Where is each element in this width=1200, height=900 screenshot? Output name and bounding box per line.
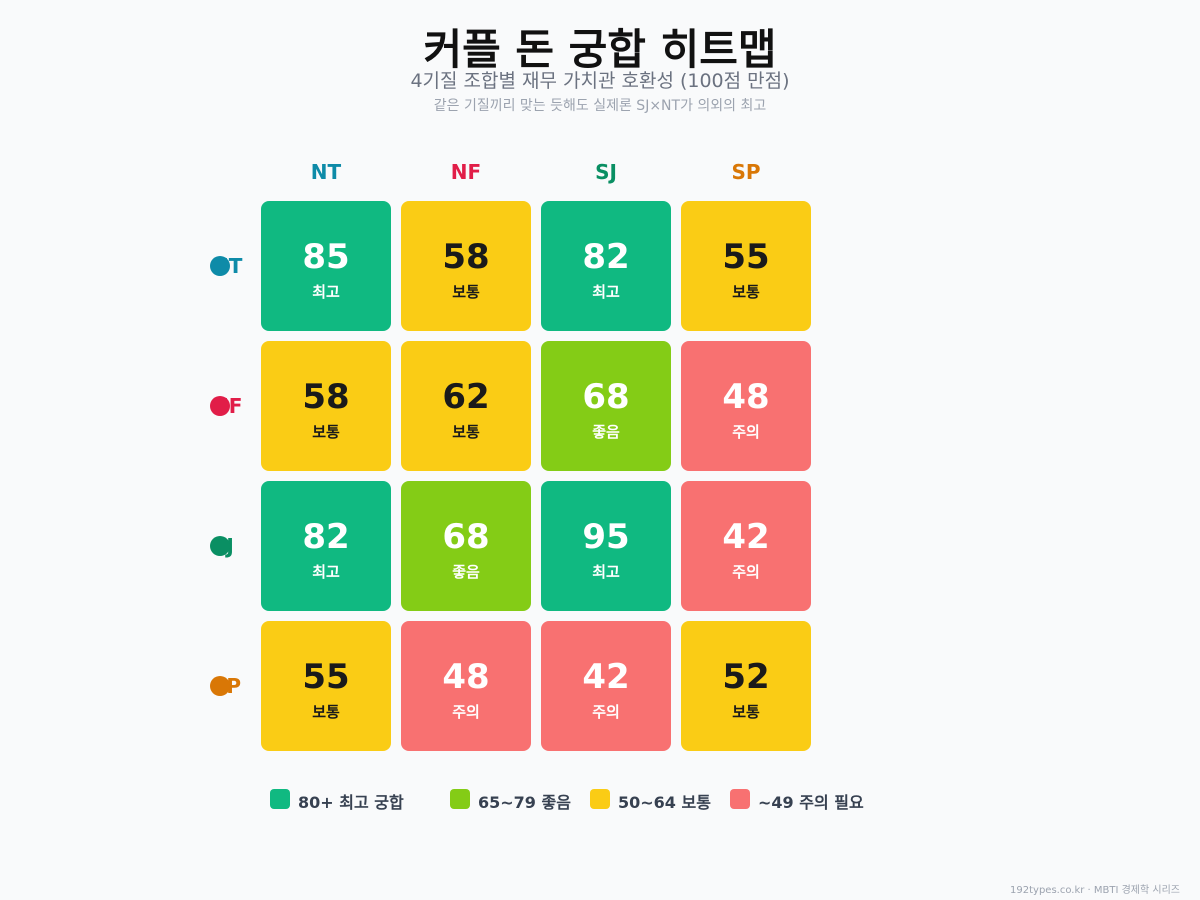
chart-title: 커플 돈 궁합 히트맵: [423, 25, 777, 74]
cell-value: 52: [722, 657, 770, 697]
cell-level-label: 보통: [312, 423, 340, 441]
cell-value: 95: [582, 517, 630, 557]
row-label-nt: NT: [200, 251, 250, 281]
column-label-sj: SJ: [595, 160, 617, 184]
cell-value: 42: [582, 657, 630, 697]
cell-value: 62: [442, 377, 490, 417]
cell-level-label: 최고: [592, 283, 620, 301]
row-label-sj: SJ: [200, 531, 250, 561]
row-color-dot: [210, 536, 230, 556]
legend-swatch: [450, 789, 470, 809]
row-label-nf: NF: [200, 391, 250, 421]
cell-value: 82: [582, 237, 630, 277]
legend-swatch: [270, 789, 290, 809]
cell-value: 48: [442, 657, 490, 697]
heatmap-cell-sj-nt: 82 최고: [261, 481, 391, 611]
cell-level-label: 주의: [732, 563, 760, 581]
cell-level-label: 주의: [732, 423, 760, 441]
heatmap-cell-sp-nf: 48 주의: [401, 621, 531, 751]
heatmap-cell-sj-nf: 68 좋음: [401, 481, 531, 611]
legend-swatch: [730, 789, 750, 809]
column-label-sp: SP: [731, 160, 761, 184]
row-color-dot: [210, 396, 230, 416]
heatmap-cell-sj-sj: 95 최고: [541, 481, 671, 611]
cell-level-label: 보통: [732, 703, 760, 721]
heatmap-cell-nf-nf: 62 보통: [401, 341, 531, 471]
heatmap-cell-sp-sp: 52 보통: [681, 621, 811, 751]
legend-label: 80+ 최고 궁합: [298, 793, 404, 812]
cell-value: 82: [302, 517, 350, 557]
cell-value: 55: [722, 237, 770, 277]
cell-level-label: 보통: [312, 703, 340, 721]
cell-level-label: 주의: [452, 703, 480, 721]
cell-value: 48: [722, 377, 770, 417]
cell-level-label: 최고: [592, 563, 620, 581]
row-color-dot: [210, 676, 230, 696]
legend-swatch: [590, 789, 610, 809]
legend-label: 50~64 보통: [618, 793, 711, 812]
column-label-nt: NT: [310, 160, 342, 184]
heatmap-cell-nf-nt: 58 보통: [261, 341, 391, 471]
legend-label: 65~79 좋음: [478, 793, 571, 812]
heatmap-cell-nf-sj: 68 좋음: [541, 341, 671, 471]
heatmap-cell-nt-nf: 58 보통: [401, 201, 531, 331]
cell-level-label: 최고: [312, 283, 340, 301]
heatmap-cell-sj-sp: 42 주의: [681, 481, 811, 611]
heatmap-cell-sp-nt: 55 보통: [261, 621, 391, 751]
cell-value: 85: [302, 237, 350, 277]
heatmap-cell-nt-sj: 82 최고: [541, 201, 671, 331]
cell-level-label: 보통: [452, 423, 480, 441]
cell-value: 58: [442, 237, 490, 277]
heatmap-cell-nf-sp: 48 주의: [681, 341, 811, 471]
cell-value: 68: [582, 377, 630, 417]
legend-label: ~49 주의 필요: [758, 793, 864, 812]
cell-level-label: 보통: [732, 283, 760, 301]
cell-level-label: 좋음: [452, 563, 480, 581]
cell-value: 58: [302, 377, 350, 417]
cell-level-label: 주의: [592, 703, 620, 721]
row-label-sp: SP: [200, 671, 250, 701]
chart-note: 같은 기질끼리 맞는 듯해도 실제론 SJ×NT가 의외의 최고: [433, 98, 767, 114]
row-color-dot: [210, 256, 230, 276]
cell-value: 42: [722, 517, 770, 557]
chart-subtitle: 4기질 조합별 재무 가치관 호환성 (100점 만점): [410, 70, 790, 92]
footer-credit: 192types.co.kr · MBTI 경제학 시리즈: [1010, 885, 1180, 896]
heatmap-cell-sp-sj: 42 주의: [541, 621, 671, 751]
column-label-nf: NF: [450, 160, 482, 184]
cell-level-label: 좋음: [592, 423, 620, 441]
cell-value: 68: [442, 517, 490, 557]
cell-level-label: 보통: [452, 283, 480, 301]
cell-level-label: 최고: [312, 563, 340, 581]
heatmap-cell-nt-nt: 85 최고: [261, 201, 391, 331]
heatmap-cell-nt-sp: 55 보통: [681, 201, 811, 331]
cell-value: 55: [302, 657, 350, 697]
